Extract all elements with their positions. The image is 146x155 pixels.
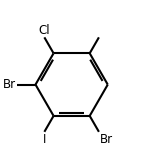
Text: I: I bbox=[43, 133, 46, 146]
Text: Br: Br bbox=[3, 78, 16, 91]
Text: Cl: Cl bbox=[39, 24, 50, 37]
Text: Br: Br bbox=[100, 133, 113, 146]
